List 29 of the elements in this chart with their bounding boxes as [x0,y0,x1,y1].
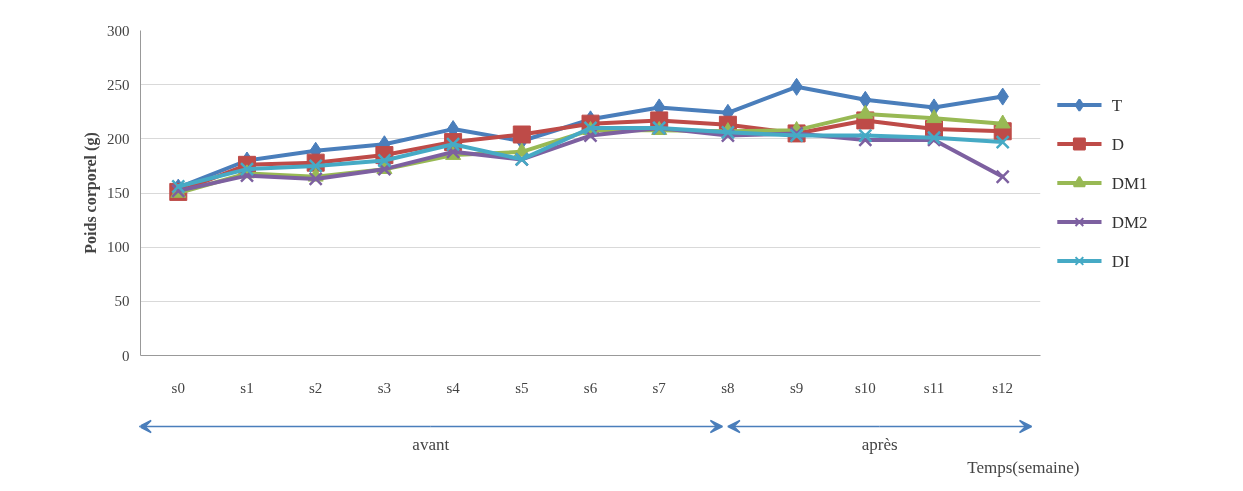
x-tick-label: s0 [171,379,185,396]
x-tick-label: s6 [583,379,598,396]
x-tick-label: s1 [240,379,254,396]
legend-label: T [1111,95,1123,115]
y-tick-label: 250 [107,76,130,93]
text: avant [412,435,450,454]
legend-label: D [1111,134,1124,154]
x-tick-label: s4 [446,379,461,396]
x-tick-label: s5 [515,379,529,396]
x-axis-title: Temps(semaine) [967,458,1080,477]
x-tick-label: s8 [721,379,735,396]
x-tick-label: s2 [309,379,323,396]
x-tick-label: s11 [923,379,945,396]
y-tick-label: 150 [107,185,130,201]
legend-label: DM1 [1111,173,1148,193]
x-tick-label: s3 [377,379,392,396]
text: après [861,435,898,454]
legend-label: DM2 [1111,212,1148,232]
y-tick-label: 0 [122,347,130,364]
y-tick-label: 100 [107,239,130,256]
y-axis-title: Poids corporel (g) [82,132,100,254]
x-tick-label: s10 [854,379,876,396]
legend-label: DI [1111,251,1130,271]
x-tick-label: s9 [789,379,804,396]
x-tick-label: s12 [992,379,1014,396]
y-tick-label: 50 [114,293,130,310]
x-tick-label: s7 [652,379,667,396]
y-tick-label: 200 [107,130,130,147]
y-tick-label: 300 [107,22,130,39]
